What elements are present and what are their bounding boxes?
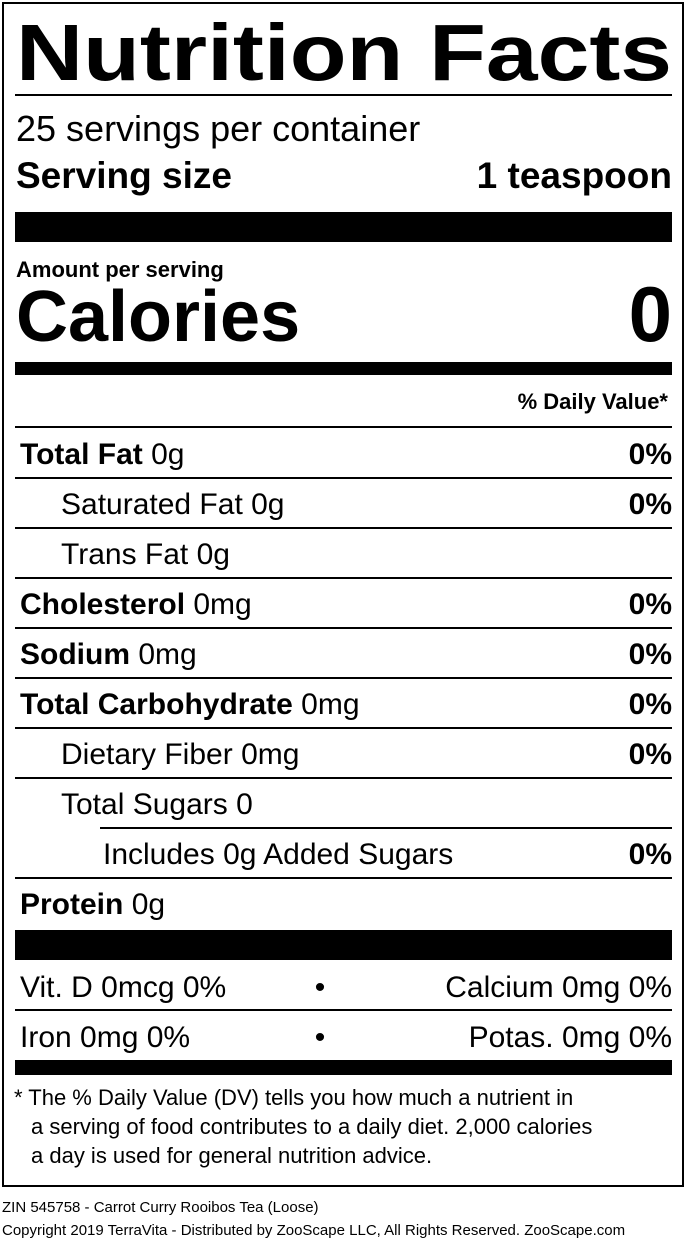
serving-size-value: 1 teaspoon — [477, 155, 672, 196]
nutrient-amount: 0g — [251, 488, 284, 521]
calories-value: 0 — [629, 270, 672, 358]
nutrient-row: Total Sugars 0 — [61, 788, 253, 821]
nutrient-row: Includes 0g Added Sugars — [103, 838, 453, 871]
nutrient-dv: 0% — [629, 438, 672, 471]
nutrient-amount: 0g — [132, 888, 165, 921]
rule — [15, 477, 672, 479]
nutrient-amount: 0g — [197, 538, 230, 571]
vitamin-left: Iron 0mg 0% — [20, 1021, 190, 1054]
footer-line: ZIN 545758 - Carrot Curry Rooibos Tea (L… — [2, 1199, 319, 1216]
footnote-line: * The % Daily Value (DV) tells you how m… — [14, 1085, 573, 1110]
nutrient-row: Cholesterol 0mg — [20, 588, 252, 621]
thick-bar — [15, 1060, 672, 1075]
nutrient-dv: 0% — [629, 638, 672, 671]
nutrient-amount: 0g — [151, 438, 184, 471]
footnote-line: a serving of food contributes to a daily… — [31, 1114, 592, 1139]
rule — [15, 426, 672, 428]
footnote-line: a day is used for general nutrition advi… — [31, 1143, 432, 1168]
nutrient-amount: 0 — [236, 788, 253, 821]
vitamin-separator: • — [315, 971, 326, 1004]
daily-value-header: % Daily Value* — [518, 389, 669, 414]
title: Nutrition Facts — [16, 8, 672, 97]
nutrient-row: Total Carbohydrate 0mg — [20, 688, 360, 721]
nutrient-amount: 0mg — [138, 638, 196, 671]
thick-bar — [15, 362, 672, 375]
rule — [100, 827, 672, 829]
nutrient-dv: 0% — [629, 688, 672, 721]
nutrient-row: Trans Fat 0g — [61, 538, 230, 571]
rule — [15, 727, 672, 729]
vitamin-right: Potas. 0mg 0% — [469, 1021, 672, 1054]
rule — [15, 1009, 672, 1011]
serving-size-label: Serving size — [16, 155, 232, 196]
nutrient-dv: 0% — [629, 488, 672, 521]
rule — [15, 677, 672, 679]
vitamin-left: Vit. D 0mcg 0% — [20, 971, 226, 1004]
vitamin-right: Calcium 0mg 0% — [445, 971, 672, 1004]
rule — [15, 877, 672, 879]
rule — [15, 94, 672, 96]
nutrient-name: Protein — [20, 888, 123, 921]
nutrient-name: Total Sugars — [61, 788, 228, 821]
nutrient-dv: 0% — [629, 838, 672, 871]
nutrient-name: Cholesterol — [20, 588, 185, 621]
footer-line: Copyright 2019 TerraVita - Distributed b… — [2, 1222, 625, 1239]
nutrient-name: Dietary Fiber — [61, 738, 233, 771]
nutrient-dv: 0% — [629, 588, 672, 621]
nutrient-name: Sodium — [20, 638, 130, 671]
thick-bar — [15, 212, 672, 242]
nutrient-name: Saturated Fat — [61, 488, 243, 521]
label-border — [2, 2, 684, 1187]
rule — [15, 777, 672, 779]
nutrient-row: Total Fat 0g — [20, 438, 185, 471]
vitamin-separator: • — [315, 1021, 326, 1054]
nutrient-amount: 0mg — [301, 688, 359, 721]
nutrient-row: Sodium 0mg — [20, 638, 197, 671]
thick-bar — [15, 930, 672, 960]
nutrient-name: Trans Fat — [61, 538, 189, 571]
calories-label: Calories — [16, 277, 300, 357]
nutrient-row: Dietary Fiber 0mg — [61, 738, 299, 771]
nutrient-amount: 0mg — [193, 588, 251, 621]
servings: 25 servings per container — [16, 108, 420, 149]
rule — [15, 577, 672, 579]
nutrient-row: Saturated Fat 0g — [61, 488, 285, 521]
rule — [15, 627, 672, 629]
amount-per-serving: Amount per serving — [16, 257, 224, 282]
nutrient-name: Total Carbohydrate — [20, 688, 293, 721]
nutrient-dv: 0% — [629, 738, 672, 771]
nutrient-name: Includes 0g Added Sugars — [103, 838, 453, 871]
nutrient-amount: 0mg — [241, 738, 299, 771]
nutrient-row: Protein 0g — [20, 888, 165, 921]
rule — [15, 527, 672, 529]
nutrient-name: Total Fat — [20, 438, 143, 471]
